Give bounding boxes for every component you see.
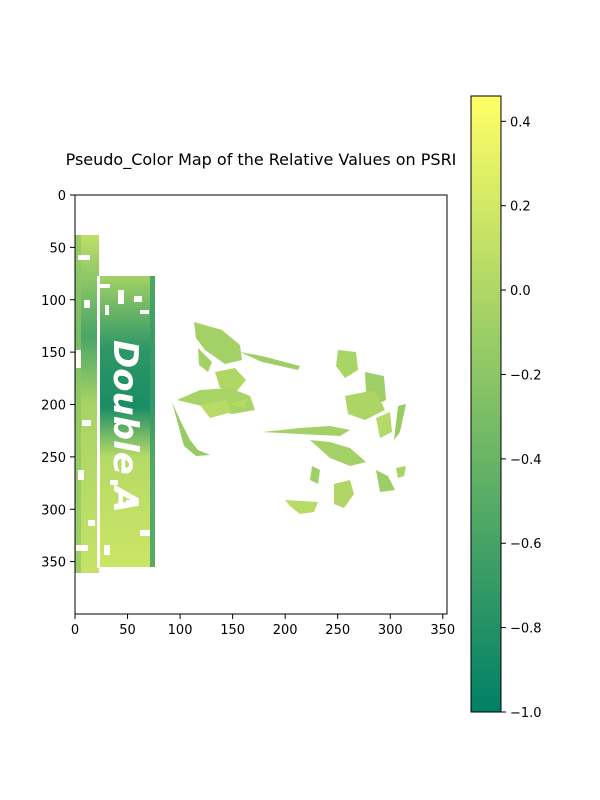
colorbar-axis: 0.4 0.2 0.0 −0.2 −0.4 −0.6 −0.8 −1.0 bbox=[501, 115, 542, 721]
package-panel-right-edge bbox=[150, 276, 155, 567]
x-tick-label: 300 bbox=[378, 623, 403, 638]
x-tick-label: 100 bbox=[168, 623, 193, 638]
x-tick-label: 250 bbox=[325, 623, 350, 638]
colorbar bbox=[470, 95, 502, 713]
x-tick-label: 200 bbox=[273, 623, 298, 638]
chart-title: Pseudo_Color Map of the Relative Values … bbox=[66, 150, 457, 170]
colorbar-tick-label: −0.4 bbox=[510, 453, 542, 468]
colorbar-tick-label: −1.0 bbox=[510, 706, 542, 721]
x-tick-label: 0 bbox=[71, 623, 79, 638]
package-speckles bbox=[76, 255, 150, 555]
colorbar-tick-label: −0.8 bbox=[510, 622, 542, 637]
y-tick-label: 350 bbox=[41, 556, 66, 571]
package-split-line bbox=[97, 276, 100, 568]
y-tick-label: 50 bbox=[49, 241, 66, 256]
y-tick-label: 300 bbox=[41, 503, 66, 518]
colorbar-tick-label: 0.4 bbox=[510, 115, 531, 130]
leaf-cluster bbox=[172, 322, 406, 514]
y-axis: 0 50 100 150 200 250 300 350 bbox=[41, 189, 75, 571]
package-front-panel bbox=[100, 276, 155, 567]
y-tick-label: 250 bbox=[41, 451, 66, 466]
y-tick-label: 150 bbox=[41, 346, 66, 361]
package-lettering: Double A bbox=[105, 340, 145, 513]
heatmap-image: Double A bbox=[75, 235, 406, 573]
x-axis: 0 50 100 150 200 250 300 350 bbox=[71, 614, 455, 638]
package-left-strip-edge bbox=[75, 235, 81, 573]
y-tick-label: 200 bbox=[41, 399, 66, 414]
x-tick-label: 150 bbox=[220, 623, 245, 638]
colorbar-tick-label: 0.0 bbox=[510, 284, 531, 299]
y-tick-label: 100 bbox=[41, 294, 66, 309]
colorbar-tick-label: −0.2 bbox=[510, 368, 542, 383]
colorbar-tick-label: −0.6 bbox=[510, 537, 542, 552]
colorbar-tick-label: 0.2 bbox=[510, 200, 531, 215]
x-tick-label: 50 bbox=[119, 623, 136, 638]
x-tick-label: 350 bbox=[430, 623, 455, 638]
y-tick-label: 0 bbox=[58, 189, 66, 204]
